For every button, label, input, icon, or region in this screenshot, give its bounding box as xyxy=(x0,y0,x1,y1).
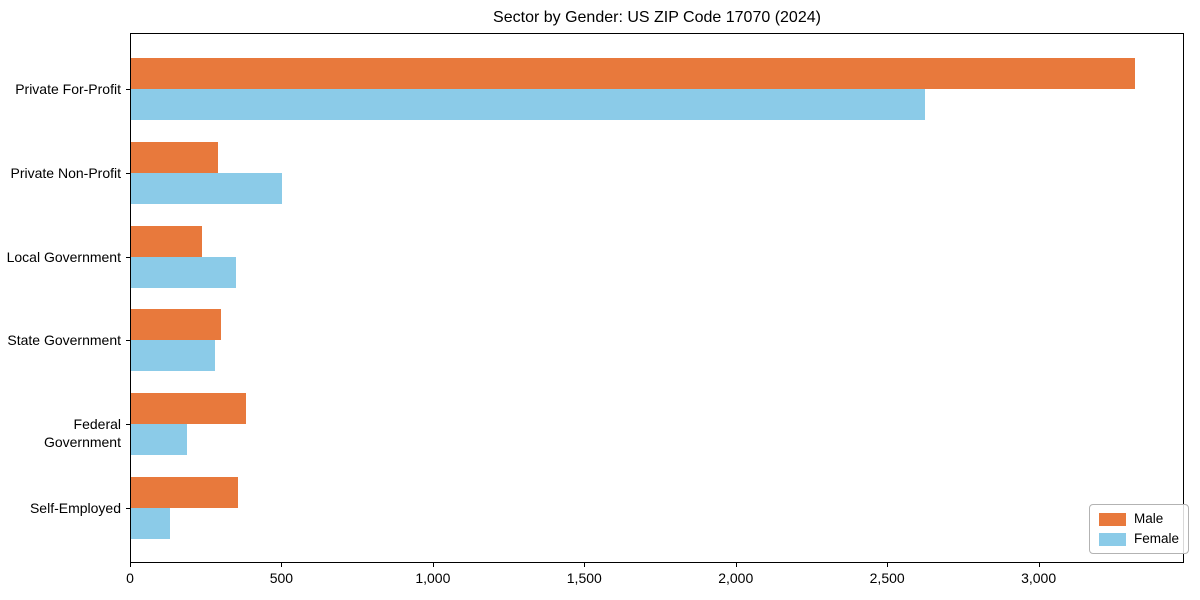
xtick-mark xyxy=(887,563,889,567)
plot-area xyxy=(130,33,1184,563)
xtick-mark xyxy=(584,563,586,567)
xtick-mark xyxy=(735,563,737,567)
bar-male-private-non-profit xyxy=(131,141,219,173)
bar-female-federal-government xyxy=(131,424,187,456)
legend-swatch-male xyxy=(1099,512,1126,526)
bar-female-local-government xyxy=(131,256,237,288)
xtick-label-1000: 1,000 xyxy=(415,570,451,586)
xtick-label-500: 500 xyxy=(269,570,294,586)
bar-male-local-government xyxy=(131,225,202,257)
xtick-mark xyxy=(432,563,434,567)
ytick-mark xyxy=(126,256,130,258)
ytick-label-private-for-profit: Private For-Profit xyxy=(15,80,121,97)
xtick-label-1500: 1,500 xyxy=(566,570,602,586)
bar-male-federal-government xyxy=(131,393,247,425)
legend-swatch-female xyxy=(1099,532,1126,546)
xtick-label-2000: 2,000 xyxy=(718,570,754,586)
ytick-mark xyxy=(126,172,130,174)
bar-female-private-for-profit xyxy=(131,88,925,120)
xtick-label-3000: 3,000 xyxy=(1021,570,1057,586)
legend-entry-female: Female xyxy=(1099,532,1179,546)
bar-male-state-government xyxy=(131,309,221,341)
ytick-mark xyxy=(126,508,130,510)
xtick-mark xyxy=(1038,563,1040,567)
xtick-label-0: 0 xyxy=(126,570,134,586)
xtick-label-2500: 2,500 xyxy=(869,570,905,586)
bar-female-state-government xyxy=(131,340,215,372)
bar-male-private-for-profit xyxy=(131,57,1136,89)
xtick-mark xyxy=(130,563,131,567)
ytick-label-local-government: Local Government xyxy=(6,248,121,265)
bar-female-private-non-profit xyxy=(131,172,283,204)
bar-female-self-employed xyxy=(131,508,171,540)
ytick-label-self-employed: Self-Employed xyxy=(29,500,121,517)
ytick-mark xyxy=(126,424,130,426)
ytick-mark xyxy=(126,88,130,90)
ytick-label-private-non-profit: Private Non-Profit xyxy=(10,164,121,181)
ytick-label-state-government: State Government xyxy=(7,332,121,349)
legend-entry-male: Male xyxy=(1099,512,1179,526)
xtick-mark xyxy=(281,563,283,567)
legend: Male Female xyxy=(1089,504,1190,554)
legend-label-male: Male xyxy=(1134,511,1164,526)
bar-male-self-employed xyxy=(131,477,238,509)
ytick-mark xyxy=(126,340,130,342)
ytick-label-federal-government: Federal Government xyxy=(43,416,121,451)
chart-title: Sector by Gender: US ZIP Code 17070 (202… xyxy=(493,9,821,26)
legend-label-female: Female xyxy=(1134,531,1180,546)
